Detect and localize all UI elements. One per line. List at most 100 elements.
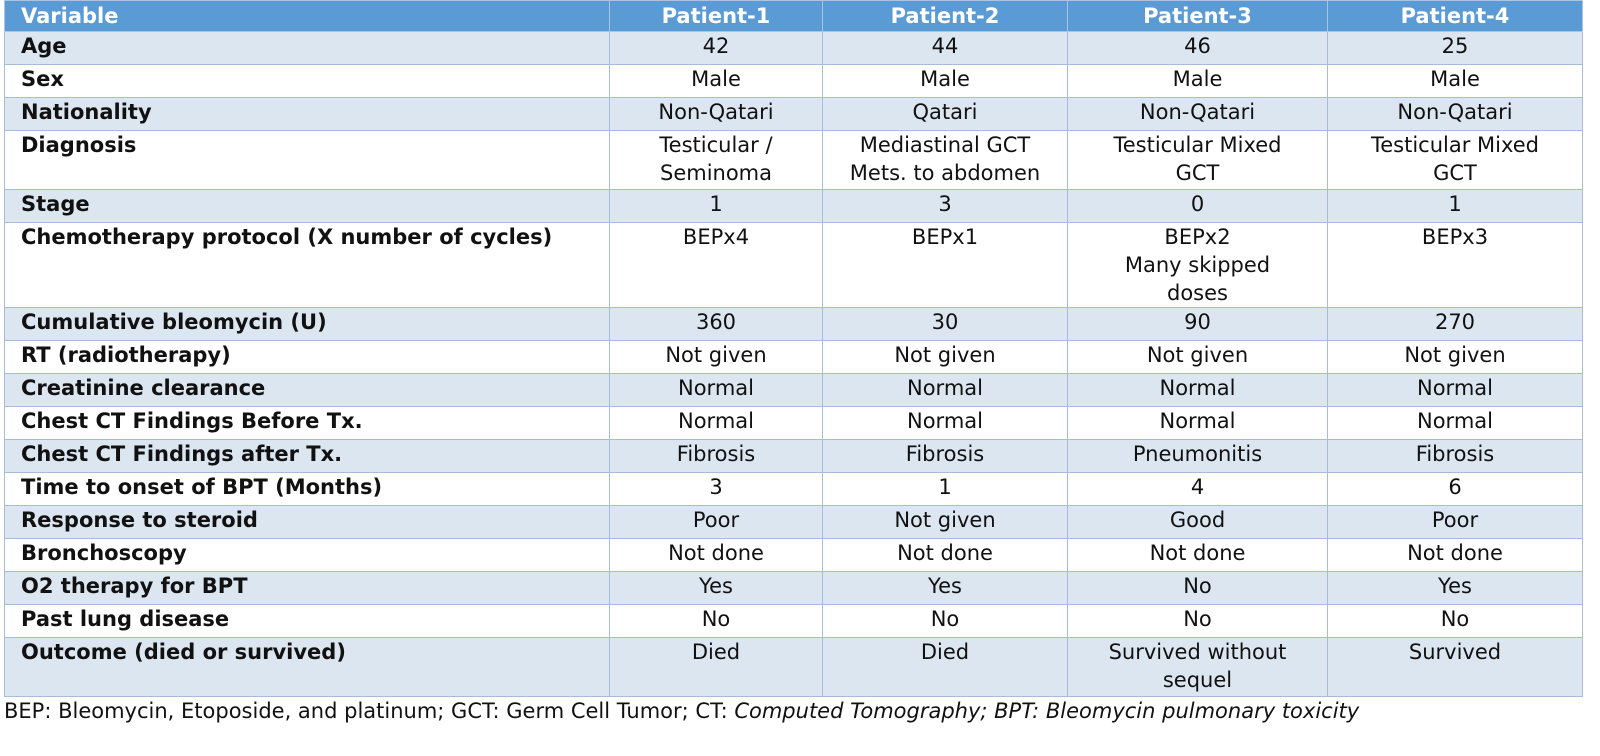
cell-text: Seminoma: [659, 161, 773, 185]
cell-text: 6: [1448, 475, 1462, 499]
cell-patient-4: BEPx3: [1327, 222, 1583, 308]
cell-patient-3: Male: [1067, 64, 1328, 98]
cell-patient-1: Normal: [609, 406, 823, 440]
cell-patient-4: Fibrosis: [1327, 439, 1583, 473]
cell-text: Testicular Mixed: [1113, 133, 1282, 157]
cell-text: Normal: [1159, 409, 1236, 433]
cell-text: Not done: [1149, 541, 1246, 565]
cell-text: Normal: [907, 376, 983, 400]
cell-text: No: [701, 607, 731, 631]
cell-patient-1: Poor: [609, 505, 823, 539]
cell-text: GCT: [1433, 161, 1477, 185]
row-label: Chest CT Findings Before Tx.: [4, 406, 610, 440]
header-patient-1: Patient-1: [609, 0, 823, 32]
table-row: Stage 1 3 0 1: [4, 189, 1583, 223]
table-body: Age 42 44 46 25 Sex Male Male Male Male Nationalit…: [4, 31, 1583, 697]
cell-text: 90: [1184, 310, 1211, 334]
table-row: Chemotherapy protocol (X number of cycle…: [4, 222, 1583, 308]
cell-patient-3: Normal: [1067, 373, 1328, 407]
cell-text: Testicular /: [659, 133, 773, 157]
header-variable: Variable: [4, 0, 610, 32]
table-row: Time to onset of BPT (Months) 3 1 4 6: [4, 472, 1583, 506]
cell-patient-3: Survived without sequel: [1067, 637, 1328, 697]
cell-patient-4: Not given: [1327, 340, 1583, 374]
footnote-plain: BEP: Bleomycin, Etoposide, and platinum;…: [4, 699, 735, 723]
row-label: RT (radiotherapy): [4, 340, 610, 374]
patient-table: Variable Patient-1 Patient-2 Patient-3 P…: [4, 0, 1583, 697]
cell-patient-4: Testicular Mixed GCT: [1327, 130, 1583, 190]
cell-text: Good: [1169, 508, 1226, 532]
row-label: Chemotherapy protocol (X number of cycle…: [4, 222, 610, 308]
cell-patient-2: 1: [822, 472, 1068, 506]
cell-text: Many skipped: [1124, 253, 1271, 277]
row-label: Outcome (died or survived): [4, 637, 610, 697]
cell-text: 3: [938, 192, 952, 216]
cell-text: Male: [1172, 67, 1223, 91]
header-patient-3: Patient-3: [1067, 0, 1328, 32]
header-patient-4: Patient-4: [1327, 0, 1583, 32]
cell-text: Normal: [678, 409, 754, 433]
cell-text: No: [1183, 574, 1212, 598]
cell-text: Poor: [692, 508, 740, 532]
cell-text: BEPx4: [682, 225, 750, 249]
table-row: Past lung disease No No No No: [4, 604, 1583, 638]
footnote-italic: Computed Tomography; BPT: Bleomycin pulm…: [734, 699, 1360, 723]
cell-patient-2: 30: [822, 307, 1068, 341]
table-row: Bronchoscopy Not done Not done Not done Not …: [4, 538, 1583, 572]
table-row: Nationality Non-Qatari Qatari Non-Qatari Non…: [4, 97, 1583, 131]
cell-patient-2: BEPx1: [822, 222, 1068, 308]
cell-text: 1: [1448, 192, 1462, 216]
cell-text: 360: [695, 310, 737, 334]
row-label: Stage: [4, 189, 610, 223]
cell-patient-1: Fibrosis: [609, 439, 823, 473]
cell-patient-3: Pneumonitis: [1067, 439, 1328, 473]
cell-patient-4: No: [1327, 604, 1583, 638]
cell-patient-2: Not done: [822, 538, 1068, 572]
cell-text: No: [930, 607, 960, 631]
cell-text: Non-Qatari: [658, 100, 774, 124]
row-label: Cumulative bleomycin (U): [4, 307, 610, 341]
cell-text: 1: [938, 475, 952, 499]
cell-text: Qatari: [912, 100, 978, 124]
cell-text: Not given: [894, 508, 996, 532]
cell-text: Male: [920, 67, 970, 91]
row-label: Age: [4, 31, 610, 65]
row-label: Chest CT Findings after Tx.: [4, 439, 610, 473]
cell-text: Yes: [699, 574, 733, 598]
cell-patient-1: 42: [609, 31, 823, 65]
cell-text: BEPx3: [1421, 225, 1489, 249]
table-row: Sex Male Male Male Male: [4, 64, 1583, 98]
cell-patient-2: Normal: [822, 406, 1068, 440]
table-row: Response to steroid Poor Not given Good Poor: [4, 505, 1583, 539]
cell-patient-1: 360: [609, 307, 823, 341]
cell-patient-4: Non-Qatari: [1327, 97, 1583, 131]
cell-patient-3: Non-Qatari: [1067, 97, 1328, 131]
cell-text: Normal: [1417, 409, 1493, 433]
cell-text: 1: [709, 192, 723, 216]
cell-patient-2: Mediastinal GCT Mets. to abdomen: [822, 130, 1068, 190]
cell-patient-4: 6: [1327, 472, 1583, 506]
cell-text: Fibrosis: [905, 442, 985, 466]
cell-patient-1: Not done: [609, 538, 823, 572]
cell-patient-4: Normal: [1327, 373, 1583, 407]
cell-text: Normal: [907, 409, 983, 433]
cell-text: Fibrosis: [1415, 442, 1495, 466]
cell-text: Not given: [1404, 343, 1506, 367]
cell-patient-2: 44: [822, 31, 1068, 65]
cell-text: 30: [931, 310, 959, 334]
cell-text: 4: [1190, 475, 1205, 499]
cell-text: Testicular Mixed: [1370, 133, 1540, 157]
cell-text: Male: [1430, 67, 1480, 91]
cell-patient-2: 3: [822, 189, 1068, 223]
cell-text: Survived: [1408, 640, 1502, 664]
cell-text: Poor: [1431, 508, 1479, 532]
table-row: Creatinine clearance Normal Normal Normal No…: [4, 373, 1583, 407]
cell-text: Died: [920, 640, 970, 664]
cell-text: 270: [1434, 310, 1476, 334]
cell-patient-3: 0: [1067, 189, 1328, 223]
cell-text: BEPx2: [1164, 225, 1231, 249]
header-row: Variable Patient-1 Patient-2 Patient-3 P…: [4, 0, 1583, 32]
cell-patient-4: Not done: [1327, 538, 1583, 572]
cell-text: 46: [1184, 34, 1211, 58]
cell-patient-2: Not given: [822, 505, 1068, 539]
